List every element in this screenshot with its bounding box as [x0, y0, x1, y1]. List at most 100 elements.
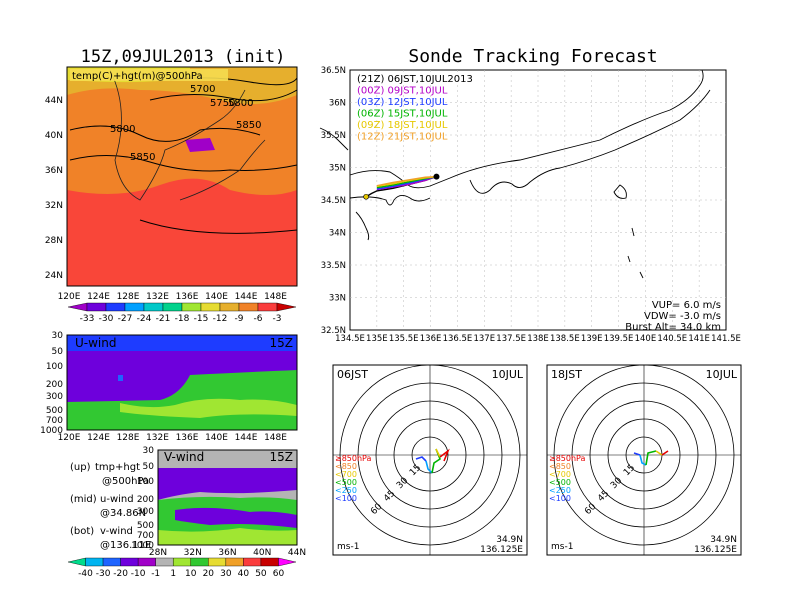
colorbar-label: -33: [80, 314, 95, 324]
colorbar-swatch: [173, 557, 191, 567]
lat-tick-label: 33N: [329, 294, 346, 304]
track-legend-entry: (03Z) 12JST,10JUL: [357, 97, 448, 108]
hodograph-trace: [435, 448, 441, 458]
colorbar-swatch: [208, 557, 227, 567]
track-legend-entry: (09Z) 18JST,10JUL: [357, 120, 448, 131]
lon-tick-label: 136E: [420, 334, 442, 344]
hodograph-level-label: <500: [335, 478, 357, 487]
colorbar-label: -18: [175, 314, 190, 324]
hodograph-level-label: <850: [335, 462, 357, 471]
contour-label: 5750: [210, 98, 235, 109]
pressure-tick-label: 100: [137, 477, 154, 487]
colorbar-swatch: [143, 302, 164, 312]
hodograph-trace: [645, 450, 657, 466]
pressure-tick-label: 300: [137, 507, 154, 517]
lat-tick-label: 36N: [45, 166, 63, 176]
note-up-text: tmp+hgt: [95, 462, 140, 473]
pressure-tick-label: 200: [137, 495, 154, 505]
colorbar-label: -1: [151, 569, 160, 579]
lon-tick-label: 148E: [264, 292, 287, 302]
colorbar-swatch: [124, 302, 145, 312]
lat-tick-label: 28N: [149, 548, 167, 558]
hodograph-time: 06JST: [337, 368, 368, 381]
legend-notes: (up) tmp+hgt @500hPa (mid) u-wind @34.86…: [70, 462, 151, 551]
lon-tick-label: 120E: [58, 433, 81, 443]
note-up-sub: @500hPa: [102, 476, 149, 487]
note-mid-key: (mid): [70, 494, 97, 505]
hodograph-level-label: ≥850hPa: [335, 454, 372, 463]
track-map: 36.5N 36N 35.5N 35N 34.5N 34N 33.5N 33N 32.5N 13…: [319, 66, 741, 344]
lon-tick-label: 140E: [635, 334, 657, 344]
hodograph-trace: [439, 448, 450, 462]
colorbar-swatch: [67, 557, 86, 567]
hodograph-trace: [655, 450, 663, 456]
track-legend-entry: (00Z) 09JST,10JUL: [357, 86, 448, 97]
colorbar-label: 20: [203, 569, 215, 579]
colorbar-swatch: [105, 302, 126, 312]
lat-tick-label: 36.5N: [321, 66, 346, 76]
lon-tick-label: 137E: [473, 334, 495, 344]
right-panel-title: Sonde Tracking Forecast: [408, 46, 657, 67]
colorbar-swatch: [260, 557, 279, 567]
lat-tick-label: 36N: [218, 548, 236, 558]
colorbar-swatch: [219, 302, 240, 312]
colorbar-swatch: [278, 557, 297, 567]
pressure-tick-label: 1000: [131, 541, 154, 551]
track-legend-entry: (12Z) 21JST,10JUL: [357, 132, 448, 143]
contour-label: 5800: [228, 98, 253, 109]
hodograph-level-label: <250: [335, 486, 357, 495]
hodograph-date: 10JUL: [492, 368, 524, 381]
hodograph-lat: 34.9N: [496, 535, 523, 545]
lat-tick-label: 32.5N: [321, 326, 346, 336]
lat-tick-label: 40N: [45, 131, 63, 141]
lon-tick-label: 136E: [176, 433, 199, 443]
colorbar-label: 30: [220, 569, 232, 579]
note-mid-text: u-wind: [100, 494, 134, 505]
lon-tick-label: 134.5E: [335, 334, 365, 344]
lat-tick-label: 34.5N: [321, 196, 346, 206]
note-mid-sub: @34.86N: [100, 508, 146, 519]
lon-tick-label: 136.5E: [443, 334, 473, 344]
lon-tick-label: 135E: [366, 334, 388, 344]
pressure-tick-label: 700: [137, 531, 154, 541]
lon-tick-label: 141.5E: [711, 334, 741, 344]
colorbar-swatch: [162, 302, 183, 312]
hodograph-level-label: <250: [549, 486, 571, 495]
lon-tick-label: 132E: [146, 292, 169, 302]
track-info-burst: Burst Alt= 34.0 km: [625, 322, 721, 333]
colorbar-swatch: [86, 302, 107, 312]
colorbar-label: -6: [254, 314, 263, 324]
colorbar-swatch: [85, 557, 104, 567]
colorbar-label: -9: [235, 314, 244, 324]
colorbar-label: -21: [156, 314, 171, 324]
pressure-tick-label: 500: [46, 406, 63, 416]
lat-tick-label: 44N: [288, 548, 306, 558]
track-info-vdw: VDW= -3.0 m/s: [644, 311, 721, 322]
uwind-time: 15Z: [270, 336, 294, 350]
lon-tick-label: 140E: [205, 292, 228, 302]
colorbar-label: -27: [118, 314, 133, 324]
colorbar-label: -20: [113, 569, 128, 579]
vwind-label: V-wind: [164, 450, 204, 464]
colorbar-swatch: [67, 302, 88, 312]
colorbar-swatch: [120, 557, 139, 567]
colorbar-label: 1: [170, 569, 176, 579]
vwind-time: 15Z: [270, 450, 294, 464]
lon-tick-label: 138.5E: [550, 334, 580, 344]
lon-tick-label: 135.5E: [389, 334, 419, 344]
lon-tick-label: 140E: [205, 433, 228, 443]
colorbar-label: -40: [78, 569, 93, 579]
hodograph-date: 10JUL: [706, 368, 738, 381]
hodograph-level-label: <700: [549, 470, 571, 479]
lat-tick-label: 32N: [45, 201, 63, 211]
colorbar-label: 60: [273, 569, 285, 579]
hodograph-lon: 136.125E: [694, 545, 737, 555]
colorbar-label: 10: [185, 569, 197, 579]
colorbar-swatch: [225, 557, 244, 567]
colorbar-label: -10: [131, 569, 146, 579]
pressure-tick-label: 30: [52, 331, 64, 341]
